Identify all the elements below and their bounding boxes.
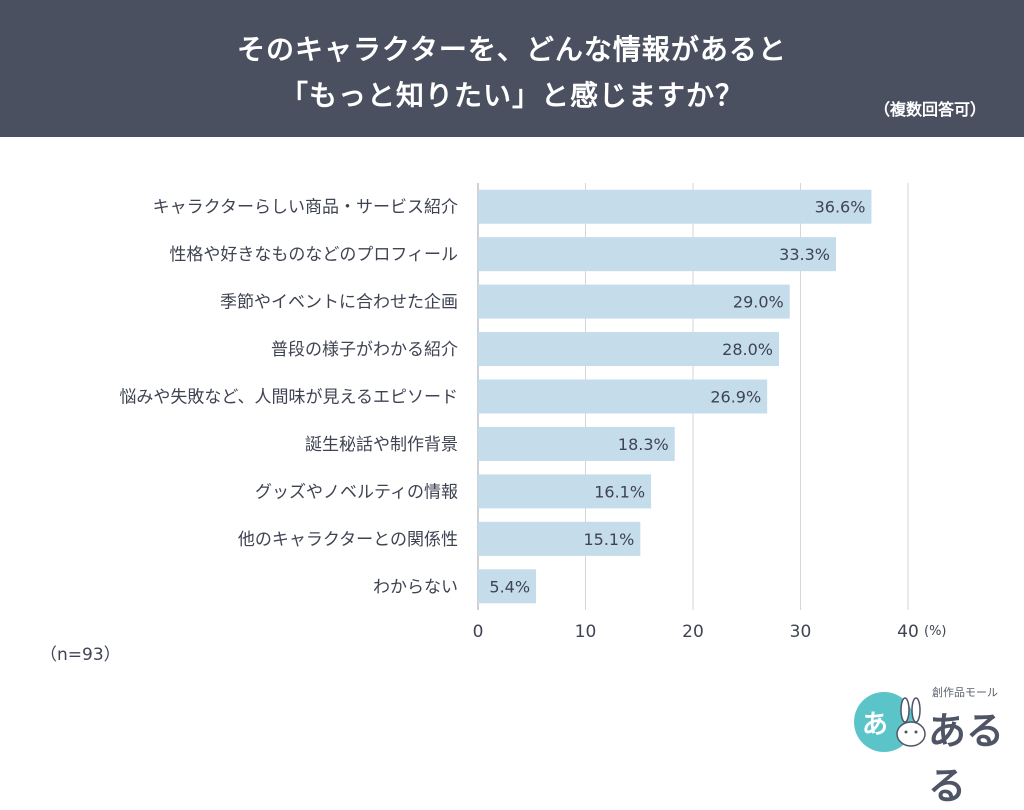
bar-value-label: 15.1% bbox=[583, 530, 634, 549]
x-tick-label: 10 bbox=[575, 622, 597, 642]
x-tick-label: 30 bbox=[790, 622, 812, 642]
category-label: 季節やイベントに合わせた企画 bbox=[220, 293, 458, 313]
logo-tagline: 創作品モール bbox=[932, 686, 998, 699]
x-tick-label: 0 bbox=[473, 622, 484, 642]
bar-value-label: 16.1% bbox=[594, 482, 645, 501]
brand-logo: あ 創作品モール あるる bbox=[850, 682, 1010, 808]
bar bbox=[478, 521, 641, 556]
category-label: 誕生秘話や制作背景 bbox=[305, 435, 458, 455]
bar bbox=[478, 284, 790, 319]
x-tick-label: 20 bbox=[682, 622, 704, 642]
bar bbox=[478, 237, 836, 272]
bar-chart: 0 10 20 30 40 (%) 36.6% キャラクターらしい商品・サービス紹介 33.3%… bbox=[119, 183, 947, 642]
bar-value-label: 36.6% bbox=[815, 198, 866, 217]
sample-size-label: （n=93） bbox=[40, 645, 121, 665]
x-tick-label: 40 bbox=[897, 622, 919, 642]
category-label: グッズやノベルティの情報 bbox=[255, 482, 458, 502]
x-unit-label: (%) bbox=[924, 624, 947, 639]
chart-title-line-2: 「もっと知りたい」と感じますか？ bbox=[279, 79, 744, 112]
category-label: わからない bbox=[373, 577, 458, 597]
logo-mark: あ bbox=[862, 710, 889, 740]
bar bbox=[478, 474, 652, 509]
bar bbox=[478, 189, 872, 224]
bar-value-label: 33.3% bbox=[779, 245, 830, 264]
multiple-answer-note: （複数回答可） bbox=[873, 100, 986, 119]
bar bbox=[478, 379, 768, 414]
category-label: 悩みや失敗など、人間味が見えるエピソード bbox=[119, 388, 458, 408]
bar-value-label: 5.4% bbox=[489, 577, 530, 596]
bar-value-label: 28.0% bbox=[722, 340, 773, 359]
category-label: 普段の様子がわかる紹介 bbox=[271, 340, 458, 360]
chart-header: そのキャラクターを、どんな情報があると 「もっと知りたい」と感じますか？ （複数… bbox=[0, 0, 1024, 137]
bar-value-label: 26.9% bbox=[710, 388, 761, 407]
rabbit-icon bbox=[896, 697, 926, 747]
category-label: 他のキャラクターとの関係性 bbox=[238, 530, 458, 550]
logo-name: あるる bbox=[928, 708, 1005, 808]
chart-title-line-1: そのキャラクターを、どんな情報があると bbox=[237, 33, 787, 66]
category-label: 性格や好きなものなどのプロフィール bbox=[169, 245, 458, 265]
bar-value-label: 29.0% bbox=[733, 293, 784, 312]
bar-value-label: 18.3% bbox=[618, 435, 669, 454]
bar bbox=[478, 569, 537, 604]
category-label: キャラクターらしい商品・サービス紹介 bbox=[153, 198, 458, 218]
bar bbox=[478, 426, 675, 461]
bar bbox=[478, 332, 779, 367]
